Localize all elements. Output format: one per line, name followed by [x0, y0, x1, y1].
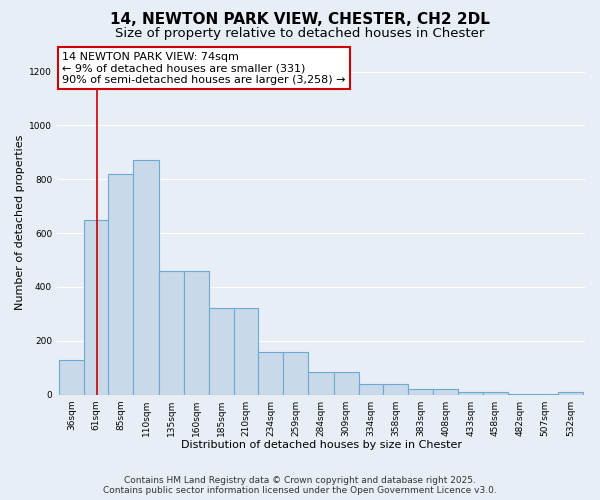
- Bar: [234, 308, 258, 394]
- Bar: [484, 392, 508, 394]
- Bar: [408, 389, 433, 394]
- Bar: [308, 372, 334, 394]
- Bar: [433, 389, 458, 394]
- Bar: [383, 384, 408, 394]
- Y-axis label: Number of detached properties: Number of detached properties: [15, 134, 25, 310]
- Text: Size of property relative to detached houses in Chester: Size of property relative to detached ho…: [115, 28, 485, 40]
- Bar: [184, 271, 209, 394]
- Bar: [458, 392, 484, 394]
- Bar: [558, 392, 583, 394]
- Bar: [59, 360, 84, 394]
- Bar: [209, 308, 234, 394]
- Bar: [334, 372, 359, 394]
- Text: Contains HM Land Registry data © Crown copyright and database right 2025.
Contai: Contains HM Land Registry data © Crown c…: [103, 476, 497, 495]
- Bar: [359, 384, 383, 394]
- Bar: [283, 352, 308, 395]
- Bar: [158, 271, 184, 394]
- Text: 14 NEWTON PARK VIEW: 74sqm
← 9% of detached houses are smaller (331)
90% of semi: 14 NEWTON PARK VIEW: 74sqm ← 9% of detac…: [62, 52, 346, 85]
- Bar: [133, 160, 158, 394]
- Bar: [258, 352, 283, 395]
- Bar: [109, 174, 133, 394]
- Text: 14, NEWTON PARK VIEW, CHESTER, CH2 2DL: 14, NEWTON PARK VIEW, CHESTER, CH2 2DL: [110, 12, 490, 28]
- Bar: [84, 220, 109, 394]
- X-axis label: Distribution of detached houses by size in Chester: Distribution of detached houses by size …: [181, 440, 461, 450]
